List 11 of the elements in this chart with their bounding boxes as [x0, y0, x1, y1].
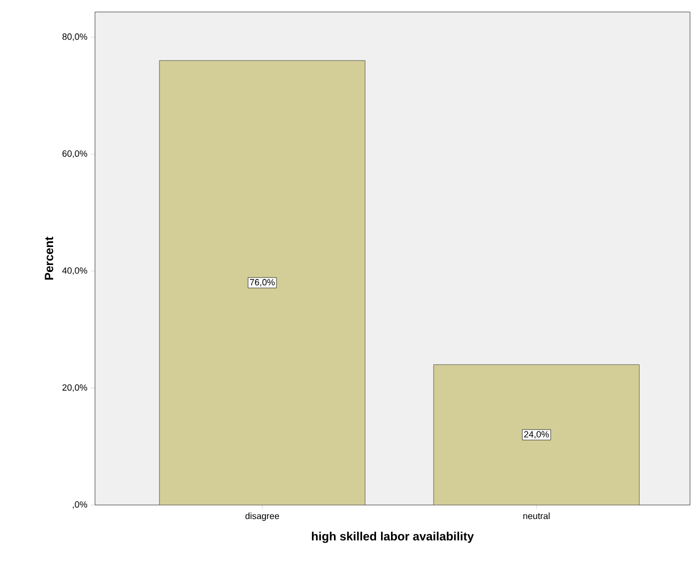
x-tick-label: neutral	[523, 512, 550, 520]
y-tick-label: 20,0%	[62, 384, 88, 392]
y-tick-label: 80,0%	[62, 33, 88, 41]
data-label: 76,0%	[250, 279, 275, 286]
y-tick-label: 60,0%	[62, 150, 88, 158]
y-tick-label: 40,0%	[62, 267, 88, 275]
y-axis-title: Percent	[44, 236, 54, 280]
x-tick-label: disagree	[245, 512, 280, 521]
x-axis-title: high skilled labor availability	[312, 532, 474, 543]
data-label: 24,0%	[524, 431, 549, 439]
y-tick-label: ,0%	[72, 501, 88, 509]
